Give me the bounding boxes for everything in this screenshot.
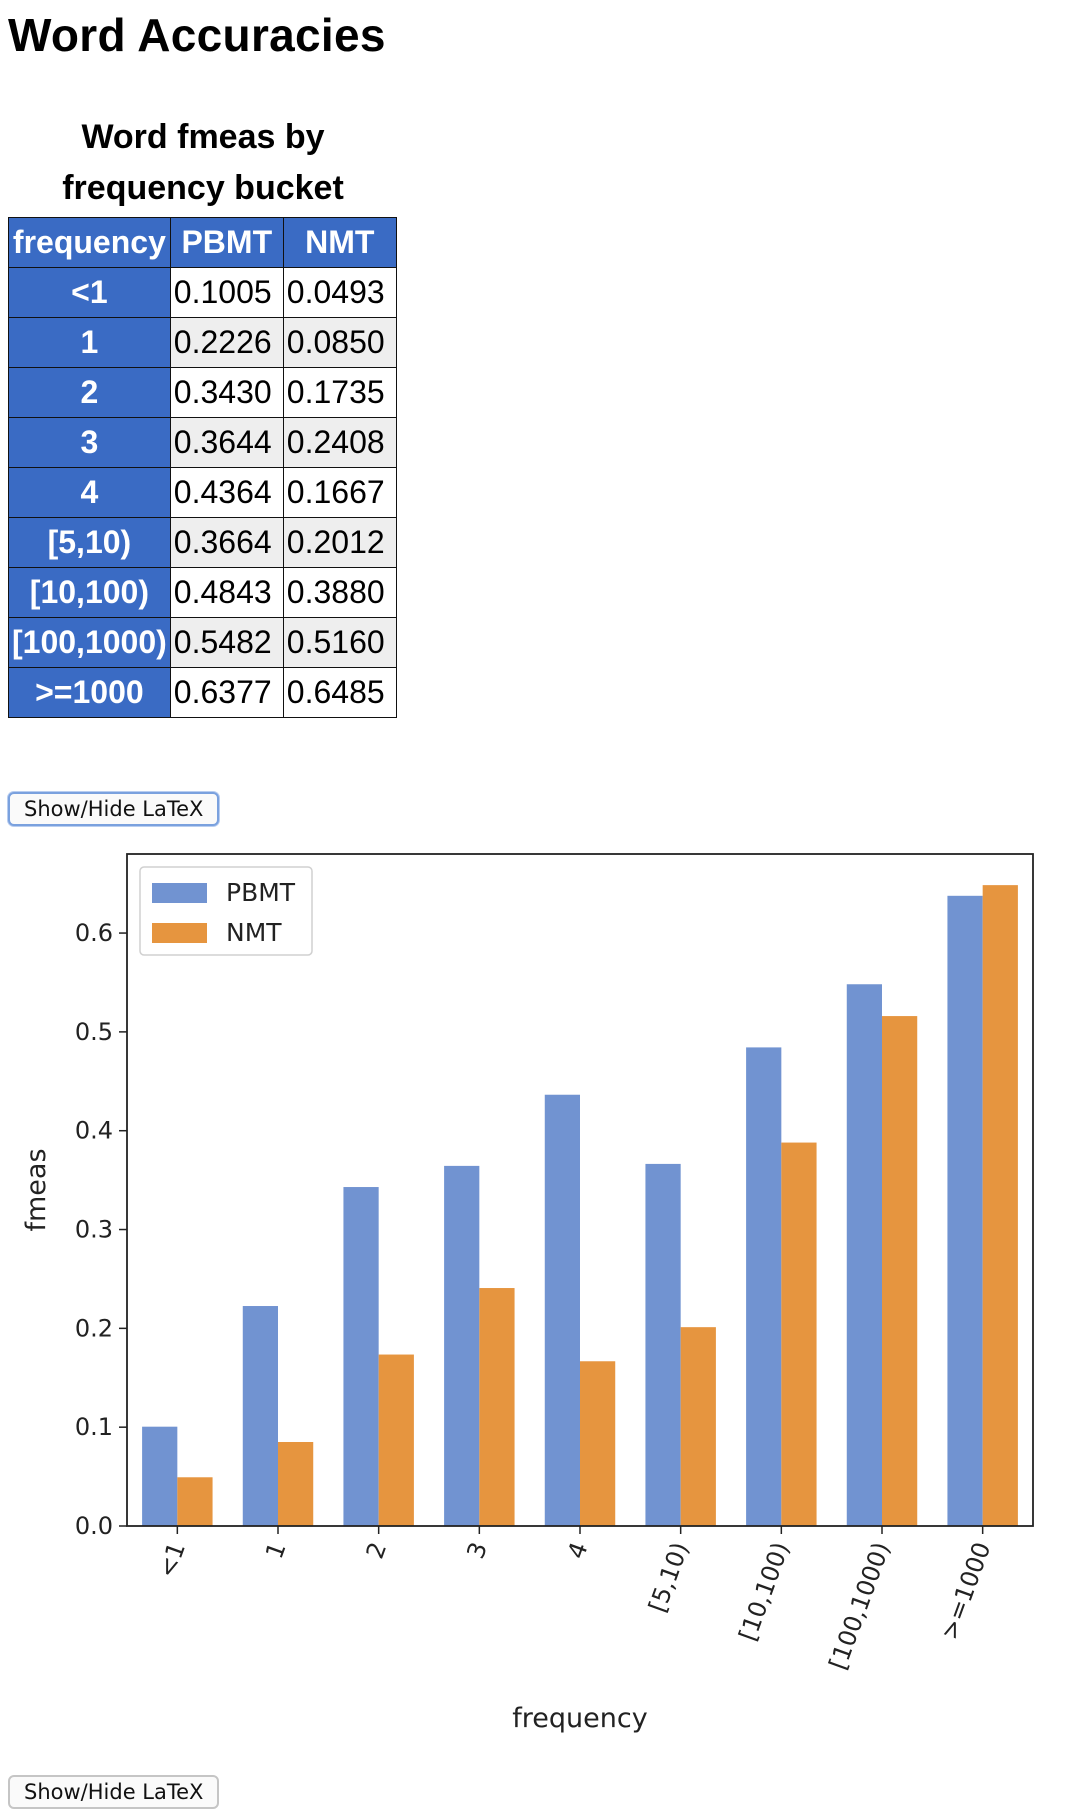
table-row: 4 0.4364 0.1667 bbox=[8, 467, 397, 518]
row-nmt-value: 0.5160 bbox=[282, 617, 397, 668]
bar-nmt bbox=[177, 1477, 213, 1526]
x-axis-label: frequency bbox=[512, 1703, 647, 1734]
row-bucket: [100,1000) bbox=[8, 617, 171, 668]
frequency-table: frequency PBMT NMT <1 0.1005 0.0493 1 0.… bbox=[8, 217, 397, 718]
bar-nmt bbox=[680, 1327, 716, 1526]
row-nmt-value: 0.2408 bbox=[282, 417, 397, 468]
table-header-row: frequency PBMT NMT bbox=[8, 217, 397, 268]
x-tick-label: 3 bbox=[461, 1538, 493, 1562]
row-pbmt-value: 0.4364 bbox=[169, 467, 284, 518]
row-bucket: 3 bbox=[8, 417, 171, 468]
row-nmt-value: 0.1735 bbox=[282, 367, 397, 418]
bar-pbmt bbox=[645, 1163, 681, 1526]
y-tick-label: 0.4 bbox=[75, 1117, 113, 1145]
row-pbmt-value: 0.6377 bbox=[169, 667, 284, 718]
x-tick-label: 1 bbox=[260, 1538, 292, 1562]
bar-pbmt bbox=[544, 1094, 580, 1526]
page-title: Word Accuracies bbox=[8, 9, 386, 61]
table-caption: Word fmeas by frequency bucket bbox=[62, 118, 344, 207]
y-tick-label: 0.3 bbox=[75, 1216, 113, 1244]
bar-pbmt bbox=[947, 895, 983, 1526]
bar-pbmt bbox=[746, 1047, 782, 1526]
row-pbmt-value: 0.3430 bbox=[169, 367, 284, 418]
row-pbmt-value: 0.2226 bbox=[169, 317, 284, 368]
bar-nmt bbox=[882, 1016, 918, 1526]
legend-label-nmt: NMT bbox=[226, 918, 282, 947]
row-pbmt-value: 0.3664 bbox=[169, 517, 284, 568]
x-tick-label: >=1000 bbox=[935, 1538, 996, 1643]
row-bucket: [10,100) bbox=[8, 567, 171, 618]
table-row: 2 0.3430 0.1735 bbox=[8, 367, 397, 418]
x-tick-label: 2 bbox=[361, 1538, 393, 1562]
header-frequency: frequency bbox=[8, 217, 171, 268]
bars-layer bbox=[142, 885, 1018, 1526]
table-row: [10,100) 0.4843 0.3880 bbox=[8, 567, 397, 618]
bar-pbmt bbox=[242, 1306, 278, 1526]
row-bucket: 1 bbox=[8, 317, 171, 368]
table-row: 3 0.3644 0.2408 bbox=[8, 417, 397, 468]
y-axis-label: fmeas bbox=[21, 1148, 52, 1231]
table-row: [100,1000) 0.5482 0.5160 bbox=[8, 617, 397, 668]
table-row: <1 0.1005 0.0493 bbox=[8, 267, 397, 318]
row-pbmt-value: 0.1005 bbox=[169, 267, 284, 318]
legend-label-pbmt: PBMT bbox=[226, 878, 296, 907]
bar-nmt bbox=[378, 1354, 414, 1526]
show-hide-latex-button[interactable]: Show/Hide LaTeX bbox=[8, 792, 220, 826]
table-row: 1 0.2226 0.0850 bbox=[8, 317, 397, 368]
bar-pbmt bbox=[142, 1426, 178, 1526]
y-tick-label: 0.6 bbox=[75, 919, 113, 947]
table-row: [5,10) 0.3664 0.2012 bbox=[8, 517, 397, 568]
x-tick-label: 4 bbox=[562, 1538, 594, 1562]
show-hide-latex-button-2[interactable]: Show/Hide LaTeX bbox=[8, 1775, 220, 1809]
row-nmt-value: 0.3880 bbox=[282, 567, 397, 618]
y-tick-label: 0.2 bbox=[75, 1314, 113, 1342]
row-pbmt-value: 0.3644 bbox=[169, 417, 284, 468]
row-pbmt-value: 0.5482 bbox=[169, 617, 284, 668]
bar-nmt bbox=[278, 1442, 314, 1526]
fmeas-bar-chart: <1 1 2 3 4 [5,10) [10,100) [100,1000) >=1000 0.0 0… bbox=[21, 853, 1034, 1734]
bar-nmt bbox=[781, 1142, 817, 1526]
row-nmt-value: 0.1667 bbox=[282, 467, 397, 518]
header-pbmt: PBMT bbox=[169, 217, 284, 268]
bar-pbmt bbox=[444, 1165, 480, 1526]
x-tick-label: [100,1000) bbox=[824, 1538, 896, 1673]
row-bucket: 2 bbox=[8, 367, 171, 418]
plot-frame bbox=[126, 853, 1034, 1527]
row-nmt-value: 0.2012 bbox=[282, 517, 397, 568]
row-bucket: 4 bbox=[8, 467, 171, 518]
x-tick-label: <1 bbox=[153, 1538, 191, 1581]
x-tick-label: [5,10) bbox=[643, 1538, 694, 1615]
row-nmt-value: 0.0850 bbox=[282, 317, 397, 368]
y-tick-label: 0.5 bbox=[75, 1018, 113, 1046]
legend-swatch-pbmt bbox=[152, 883, 207, 903]
bar-nmt bbox=[982, 885, 1018, 1526]
legend-swatch-nmt bbox=[152, 923, 207, 943]
row-bucket: [5,10) bbox=[8, 517, 171, 568]
bar-pbmt bbox=[846, 984, 882, 1526]
y-tick-label: 0.1 bbox=[75, 1413, 113, 1441]
x-tick-label: [10,100) bbox=[734, 1538, 795, 1644]
row-nmt-value: 0.0493 bbox=[282, 267, 397, 318]
row-nmt-value: 0.6485 bbox=[282, 667, 397, 718]
bar-pbmt bbox=[343, 1187, 379, 1526]
row-pbmt-value: 0.4843 bbox=[169, 567, 284, 618]
y-tick-label: 0.0 bbox=[75, 1512, 113, 1540]
header-nmt: NMT bbox=[282, 217, 397, 268]
table-section: Word fmeas by frequency bucket frequency… bbox=[8, 112, 398, 718]
legend: PBMT NMT bbox=[139, 866, 313, 956]
table-row: >=1000 0.6377 0.6485 bbox=[8, 667, 397, 718]
bar-nmt bbox=[580, 1361, 616, 1526]
row-bucket: <1 bbox=[8, 267, 171, 318]
bar-nmt bbox=[479, 1288, 515, 1526]
row-bucket: >=1000 bbox=[8, 667, 171, 718]
